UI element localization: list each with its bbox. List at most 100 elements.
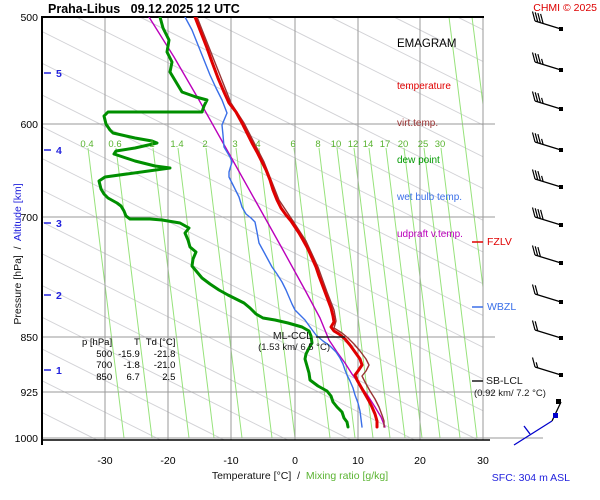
mixing-ratio-line <box>353 147 391 439</box>
sounding-table: p [hPa] T Td [°C] 500 -15.9 -21.8 700 -1.8 -21.0… <box>76 337 175 383</box>
dry-adiabat-line <box>139 17 483 190</box>
wind-barb <box>531 284 563 304</box>
mixing-ratio-label: 1.4 <box>170 139 183 150</box>
wind-barb-half-tick <box>541 58 544 65</box>
dry-adiabat-line <box>42 30 483 253</box>
wind-barb-tick <box>534 285 539 295</box>
legend-item-temperature: temperature <box>397 81 451 92</box>
wind-barb-tick <box>534 53 539 63</box>
mixing-ratio-label: 10 <box>331 139 342 150</box>
wind-barb-tick <box>537 208 541 219</box>
sounding-table-cell: -21.0 <box>153 360 176 371</box>
wind-barb-tick <box>537 170 541 181</box>
temperature-curve <box>193 17 379 429</box>
y-axis-title: Pressure [hPa] / Altitude [km] <box>12 183 24 325</box>
wind-barb-tick <box>531 207 536 218</box>
wind-barb-tick <box>537 246 541 257</box>
mixing-ratio-line <box>471 17 483 109</box>
wind-barb-tick <box>537 12 541 23</box>
mixing-ratio-line <box>258 147 296 439</box>
sounding-table-cell: 850 <box>96 371 113 383</box>
wind-barb-tick <box>531 284 536 295</box>
wind-barb-staff <box>534 254 562 264</box>
sounding-table-cell: -1.8 <box>123 360 140 371</box>
updraft-v-temp-curve <box>148 17 386 428</box>
dry-adiabat-line <box>42 221 479 440</box>
wind-barb-tick <box>537 133 541 144</box>
wind-barb-tick <box>534 170 539 180</box>
wind-barb <box>531 91 563 111</box>
copyright-text: CHMI © 2025 <box>533 2 597 14</box>
mixing-ratio-line <box>235 147 273 439</box>
wind-barb-staff <box>534 61 562 71</box>
mixing-ratio-label: 0.6 <box>108 139 121 150</box>
dew-point-curve <box>97 17 350 429</box>
pressure-tick-label: 700 <box>20 212 38 224</box>
x-axis-title: Temperature [°C] / Mixing ratio [g/kg] <box>211 470 389 482</box>
sounding-table-cell: 500 <box>96 348 113 360</box>
wind-barb-half-tick <box>535 362 539 368</box>
chart-background <box>42 17 483 440</box>
altitude-tick-label: 1 <box>56 365 62 377</box>
wind-barb-tick <box>531 52 536 63</box>
dry-adiabat-line <box>266 17 483 126</box>
temp-tick-label: 30 <box>477 455 489 467</box>
wind-barb-tick <box>531 132 536 143</box>
altitude-tick-label: 4 <box>56 145 62 157</box>
wind-barb-tick <box>534 133 539 143</box>
mixing-ratio-line <box>440 147 478 439</box>
wind-barb-tick <box>531 169 536 180</box>
legend-title: EMAGRAM <box>397 38 457 50</box>
mixing-ratio-label: 6 <box>290 139 295 150</box>
wind-barb-staff <box>534 178 562 188</box>
sb-lcl-marker-detail: (0.92 km/ 7.2 °C) <box>474 388 546 399</box>
mixing-ratio-line <box>177 147 215 439</box>
mixing-ratio-label: 30 <box>435 139 446 150</box>
dry-adiabat-line <box>42 316 288 440</box>
wind-barb-tick <box>534 92 539 102</box>
mixing-ratio-line <box>423 147 461 439</box>
wind-barb-tick <box>540 209 544 220</box>
temp-tick-label: -10 <box>223 455 238 467</box>
surface-wind-barb <box>513 399 562 446</box>
temp-tick-label: -20 <box>160 455 175 467</box>
wind-barb-tick <box>531 357 536 368</box>
mixing-ratio-label: 3 <box>232 139 237 150</box>
mixing-ratio-line <box>152 147 190 439</box>
sounding-table-cell: -21.8 <box>153 348 176 360</box>
wind-barb-tick <box>531 11 536 22</box>
surface-barb-tick <box>523 425 531 435</box>
sounding-table-header: p [hPa] <box>82 337 113 348</box>
y-axis-title-pressure: Pressure [hPa] <box>12 255 24 325</box>
wind-barb-staff <box>534 366 562 376</box>
wind-barb-half-tick <box>541 175 544 182</box>
wind-barb-tick <box>531 320 536 331</box>
ml-ccl-marker-label: ML-CCL <box>272 330 312 342</box>
wind-barb <box>531 11 563 31</box>
mixing-ratio-label: 4 <box>255 139 260 150</box>
pressure-tick-label: 500 <box>20 12 38 24</box>
temp-tick-label: 20 <box>414 455 426 467</box>
surface-barb-tail <box>513 420 553 446</box>
mixing-ratio-label: 12 <box>348 139 359 150</box>
dry-adiabat-line <box>42 62 483 285</box>
legend: EMAGRAM temperature virt.temp. dew point… <box>397 14 463 265</box>
x-axis-title-mixing: Mixing ratio [g/kg] <box>305 470 389 482</box>
altitude-tick-label: 5 <box>56 68 62 80</box>
wind-barb <box>531 52 563 72</box>
mixing-ratio-line <box>403 147 441 439</box>
wbzl-marker-label: WBZL <box>487 301 517 313</box>
legend-item-dew-point: dew point <box>397 155 440 166</box>
wind-barb-half-tick <box>541 138 544 145</box>
dry-adiabat-line <box>42 189 483 412</box>
mixing-ratio-label: 1 <box>149 139 154 150</box>
wind-barb-tick <box>540 13 544 24</box>
wind-barb-staff <box>534 216 562 226</box>
temp-tick-label: -30 <box>97 455 112 467</box>
wind-barb-tick <box>534 208 539 218</box>
mixing-ratio-line <box>87 147 125 439</box>
dry-adiabat-line <box>76 17 483 221</box>
